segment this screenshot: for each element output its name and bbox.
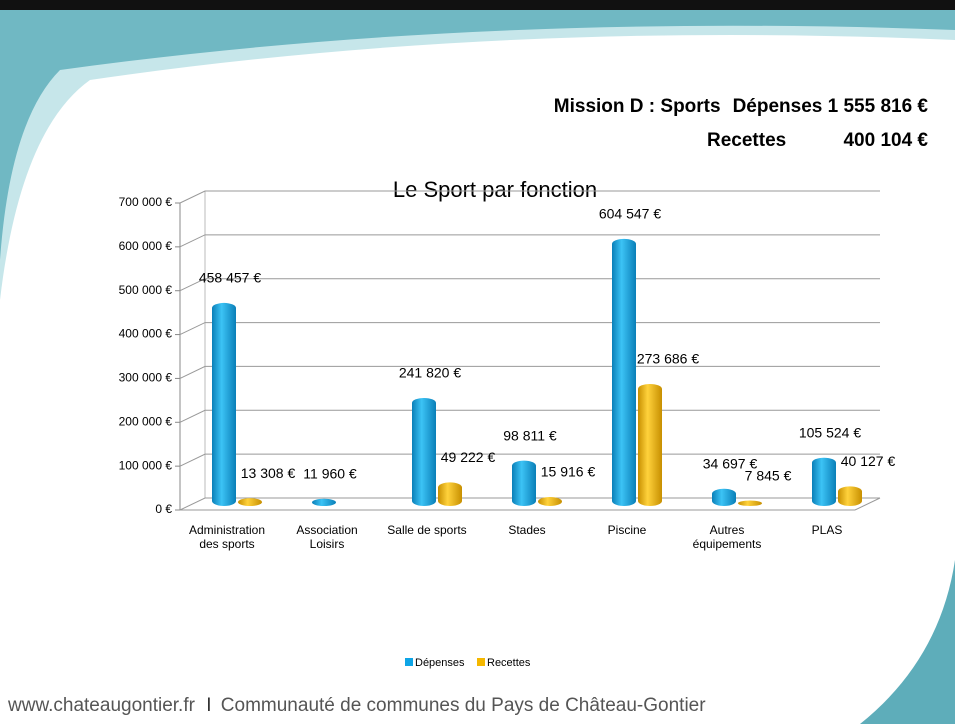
bar	[238, 498, 262, 506]
y-tick-label: 700 000 €	[119, 195, 173, 209]
value-label: 98 811 €	[503, 427, 557, 443]
x-tick-label: Salle de sports	[387, 523, 467, 537]
grid-line	[179, 190, 880, 204]
bar	[512, 460, 536, 506]
x-tick-label: Administration des sports	[188, 523, 266, 551]
value-label: 34 697 €	[703, 455, 758, 471]
x-tick-label: Stades	[508, 523, 546, 537]
bar	[638, 383, 662, 506]
swoosh	[860, 560, 955, 724]
bar	[212, 302, 236, 506]
y-tick-label: 400 000 €	[119, 327, 173, 341]
x-tick-label: Piscine	[607, 523, 647, 537]
bar	[312, 498, 336, 506]
grid-line	[179, 278, 880, 292]
value-label: 105 524 €	[799, 424, 861, 440]
recettes-label: Recettes	[707, 130, 786, 151]
mission: Mission D : Sports Dépenses 1 555 816 €	[554, 96, 929, 117]
value-label: 273 686 €	[637, 351, 699, 367]
value-label: 49 222 €	[441, 449, 496, 465]
swoosh	[0, 10, 955, 260]
grid-line	[179, 365, 880, 379]
grid-line	[179, 234, 880, 248]
depenses-total: Dépenses 1 555 816 €	[733, 96, 929, 117]
y-tick-label: 600 000 €	[119, 239, 173, 253]
bar	[538, 497, 562, 506]
y-tick-label: 0 €	[155, 502, 172, 516]
y-tick-label: 200 000 €	[119, 414, 173, 428]
x-tick-label: PLAS	[811, 523, 843, 537]
x-tick-label: Association Loisirs	[296, 523, 358, 551]
grid-line	[179, 322, 880, 336]
y-tick-label: 300 000 €	[119, 371, 173, 385]
chart-title: Le Sport par fonction	[393, 177, 597, 202]
y-tick-label: 500 000 €	[119, 283, 173, 297]
value-label: 40 127 €	[841, 453, 896, 469]
bar	[412, 397, 436, 506]
legend-label: Dépenses	[415, 657, 465, 669]
bar	[738, 500, 762, 506]
bar	[838, 486, 862, 506]
footer-org: Communauté de communes du Pays de Châtea…	[221, 695, 706, 716]
legend-swatch	[405, 658, 413, 666]
bar	[712, 488, 736, 506]
footer: www.chateaugontier.fr I Communauté de co…	[7, 695, 706, 716]
floor-edge	[854, 497, 881, 511]
legend-label: Recettes	[487, 657, 531, 669]
value-label: 13 308 €	[241, 465, 296, 481]
value-label: 15 916 €	[541, 464, 596, 480]
footer-site: www.chateaugontier.fr	[7, 695, 196, 716]
value-label: 11 960 €	[303, 465, 357, 481]
y-tick-label: 100 000 €	[119, 458, 173, 472]
top-border	[0, 0, 955, 10]
bar	[612, 238, 636, 506]
mission-title: Mission D : Sports	[554, 96, 721, 117]
bar	[812, 457, 836, 506]
value-label: 458 457 €	[199, 270, 261, 286]
x-tick-label: Autres équipements	[692, 523, 762, 551]
grid-line	[179, 409, 880, 423]
value-label: 7 845 €	[745, 467, 792, 483]
legend-swatch	[477, 658, 485, 666]
value-label: 604 547 €	[599, 206, 661, 222]
recettes-total: 400 104 €	[843, 130, 928, 151]
value-label: 241 820 €	[399, 365, 461, 381]
bar	[438, 482, 462, 506]
